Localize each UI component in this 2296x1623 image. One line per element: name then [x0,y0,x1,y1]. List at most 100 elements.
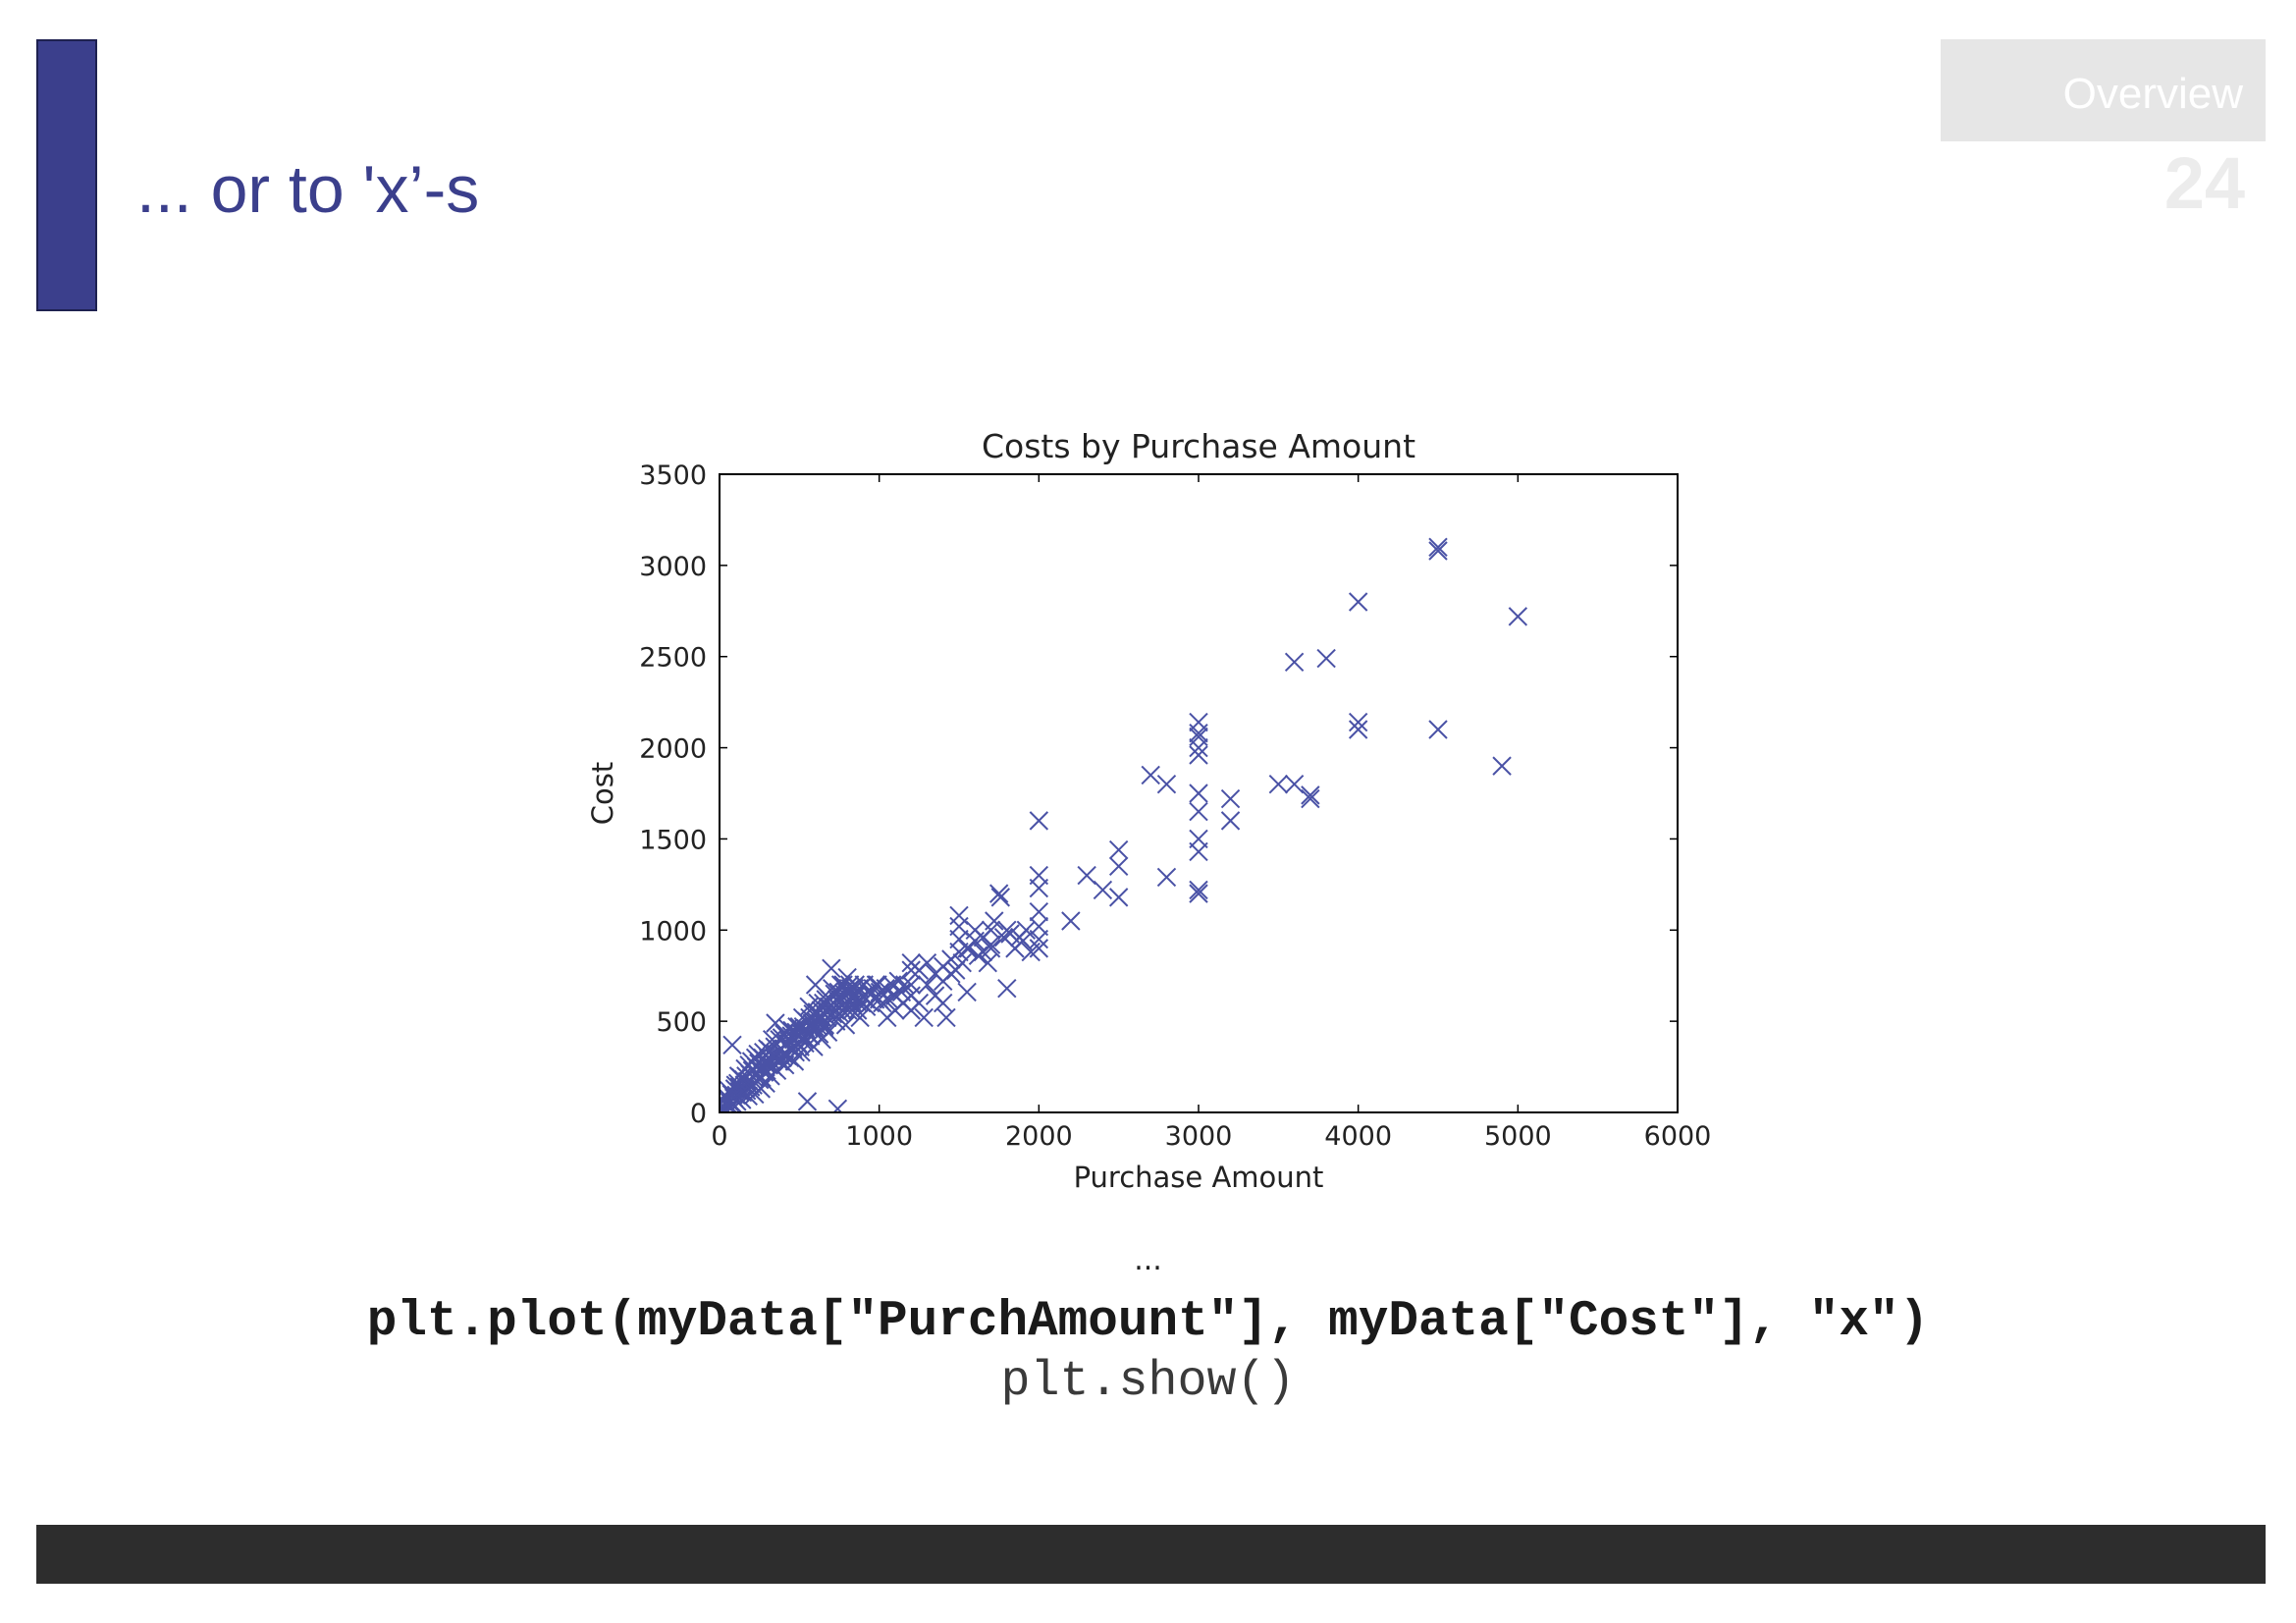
y-axis-label: Cost [586,762,619,825]
data-point [1016,920,1037,940]
data-point [981,939,1001,958]
data-point [1189,884,1208,903]
data-point [1189,801,1208,822]
data-point [990,888,1011,907]
data-point [1108,856,1129,876]
data-point [1301,785,1320,805]
x-tick-label: 5000 [1484,1121,1552,1152]
y-tick-label: 500 [656,1007,707,1038]
footer-bar [36,1525,2266,1584]
data-point [1029,902,1049,922]
y-tick-label: 2000 [639,734,707,765]
y-tick-label: 1500 [639,825,707,855]
data-point [901,960,921,980]
title-accent-bar [36,39,97,311]
section-tab-overview[interactable]: Overview [1941,39,2266,141]
data-point [720,1101,734,1112]
data-point [1428,720,1448,739]
axis-ticks-group: 0 1000 2000 3000 4000 5000 6000 0 500 1000 1500 200… [639,460,1711,1152]
data-point [1492,756,1512,776]
data-point [1189,724,1208,743]
page-number: 24 [2163,142,2245,224]
data-point [1029,878,1049,898]
data-point [1189,880,1208,900]
data-point [1029,939,1049,958]
data-point [1029,929,1049,949]
data-point [1108,888,1129,907]
data-point [1301,788,1320,809]
data-point [1000,924,1020,944]
data-point [888,971,908,991]
data-point [873,993,892,1013]
data-point [1093,880,1113,900]
data-points-group [720,537,1528,1112]
data-point [952,953,972,973]
data-point [784,1052,805,1071]
data-point [1348,592,1368,612]
y-tick-label: 1000 [639,916,707,947]
slide-title: ... or to 'x’-s [136,152,480,227]
data-point [1029,811,1049,831]
data-point [1189,784,1208,803]
data-point [985,911,1004,931]
data-point [934,993,953,1013]
x-tick-label: 2000 [1005,1121,1073,1152]
ellipsis-text: ... [1134,1243,1162,1277]
data-point [1013,931,1033,951]
data-point [828,1099,848,1112]
data-point [917,953,937,973]
x-tick-label: 1000 [845,1121,913,1152]
y-tick-label: 2500 [639,643,707,674]
data-point [822,958,841,978]
data-point [1428,537,1448,557]
x-tick-label: 3000 [1165,1121,1233,1152]
data-point [1268,775,1289,794]
scatter-chart: 0 1000 2000 3000 4000 5000 6000 0 500 1000 1500 200… [586,427,1711,1194]
data-point [1348,712,1368,732]
y-tick-label: 0 [690,1099,707,1129]
data-point [957,982,977,1002]
data-point [988,884,1009,903]
section-label: Overview [2062,70,2243,118]
data-point [914,1007,934,1028]
x-tick-label: 4000 [1324,1121,1392,1152]
data-point [1316,648,1336,669]
data-point [1077,865,1096,886]
data-point [1108,839,1129,860]
data-point [870,982,890,1002]
data-point [1428,541,1448,561]
data-point [879,990,899,1009]
data-point [1156,867,1177,888]
data-point [1508,607,1528,626]
x-axis-label: Purchase Amount [1074,1161,1324,1194]
y-tick-label: 3500 [639,460,707,491]
data-point [722,1035,742,1055]
data-point [1284,775,1305,794]
data-point [766,1013,785,1033]
data-point [978,953,997,973]
data-point [1348,720,1368,739]
data-point [1061,911,1081,931]
data-point [917,975,937,995]
x-tick-label: 0 [711,1121,727,1152]
data-point [797,1092,818,1111]
x-tick-label: 6000 [1644,1121,1712,1152]
data-point [1189,841,1208,862]
data-point [1284,652,1305,672]
data-point [1189,737,1208,758]
data-point [1141,765,1160,785]
data-point [876,979,895,999]
data-point [818,1022,838,1042]
code-line-show: plt.show() [1000,1354,1296,1410]
data-point [1220,788,1241,809]
data-point [909,993,930,1013]
data-point [981,935,1001,954]
data-point [1220,811,1241,831]
data-point [997,979,1017,999]
data-point [936,1007,956,1028]
data-point [1156,775,1177,794]
data-point [1189,745,1208,765]
code-line-plot: plt.plot(myData["PurchAmount"], myData["… [366,1294,1930,1350]
y-tick-label: 3000 [639,552,707,582]
